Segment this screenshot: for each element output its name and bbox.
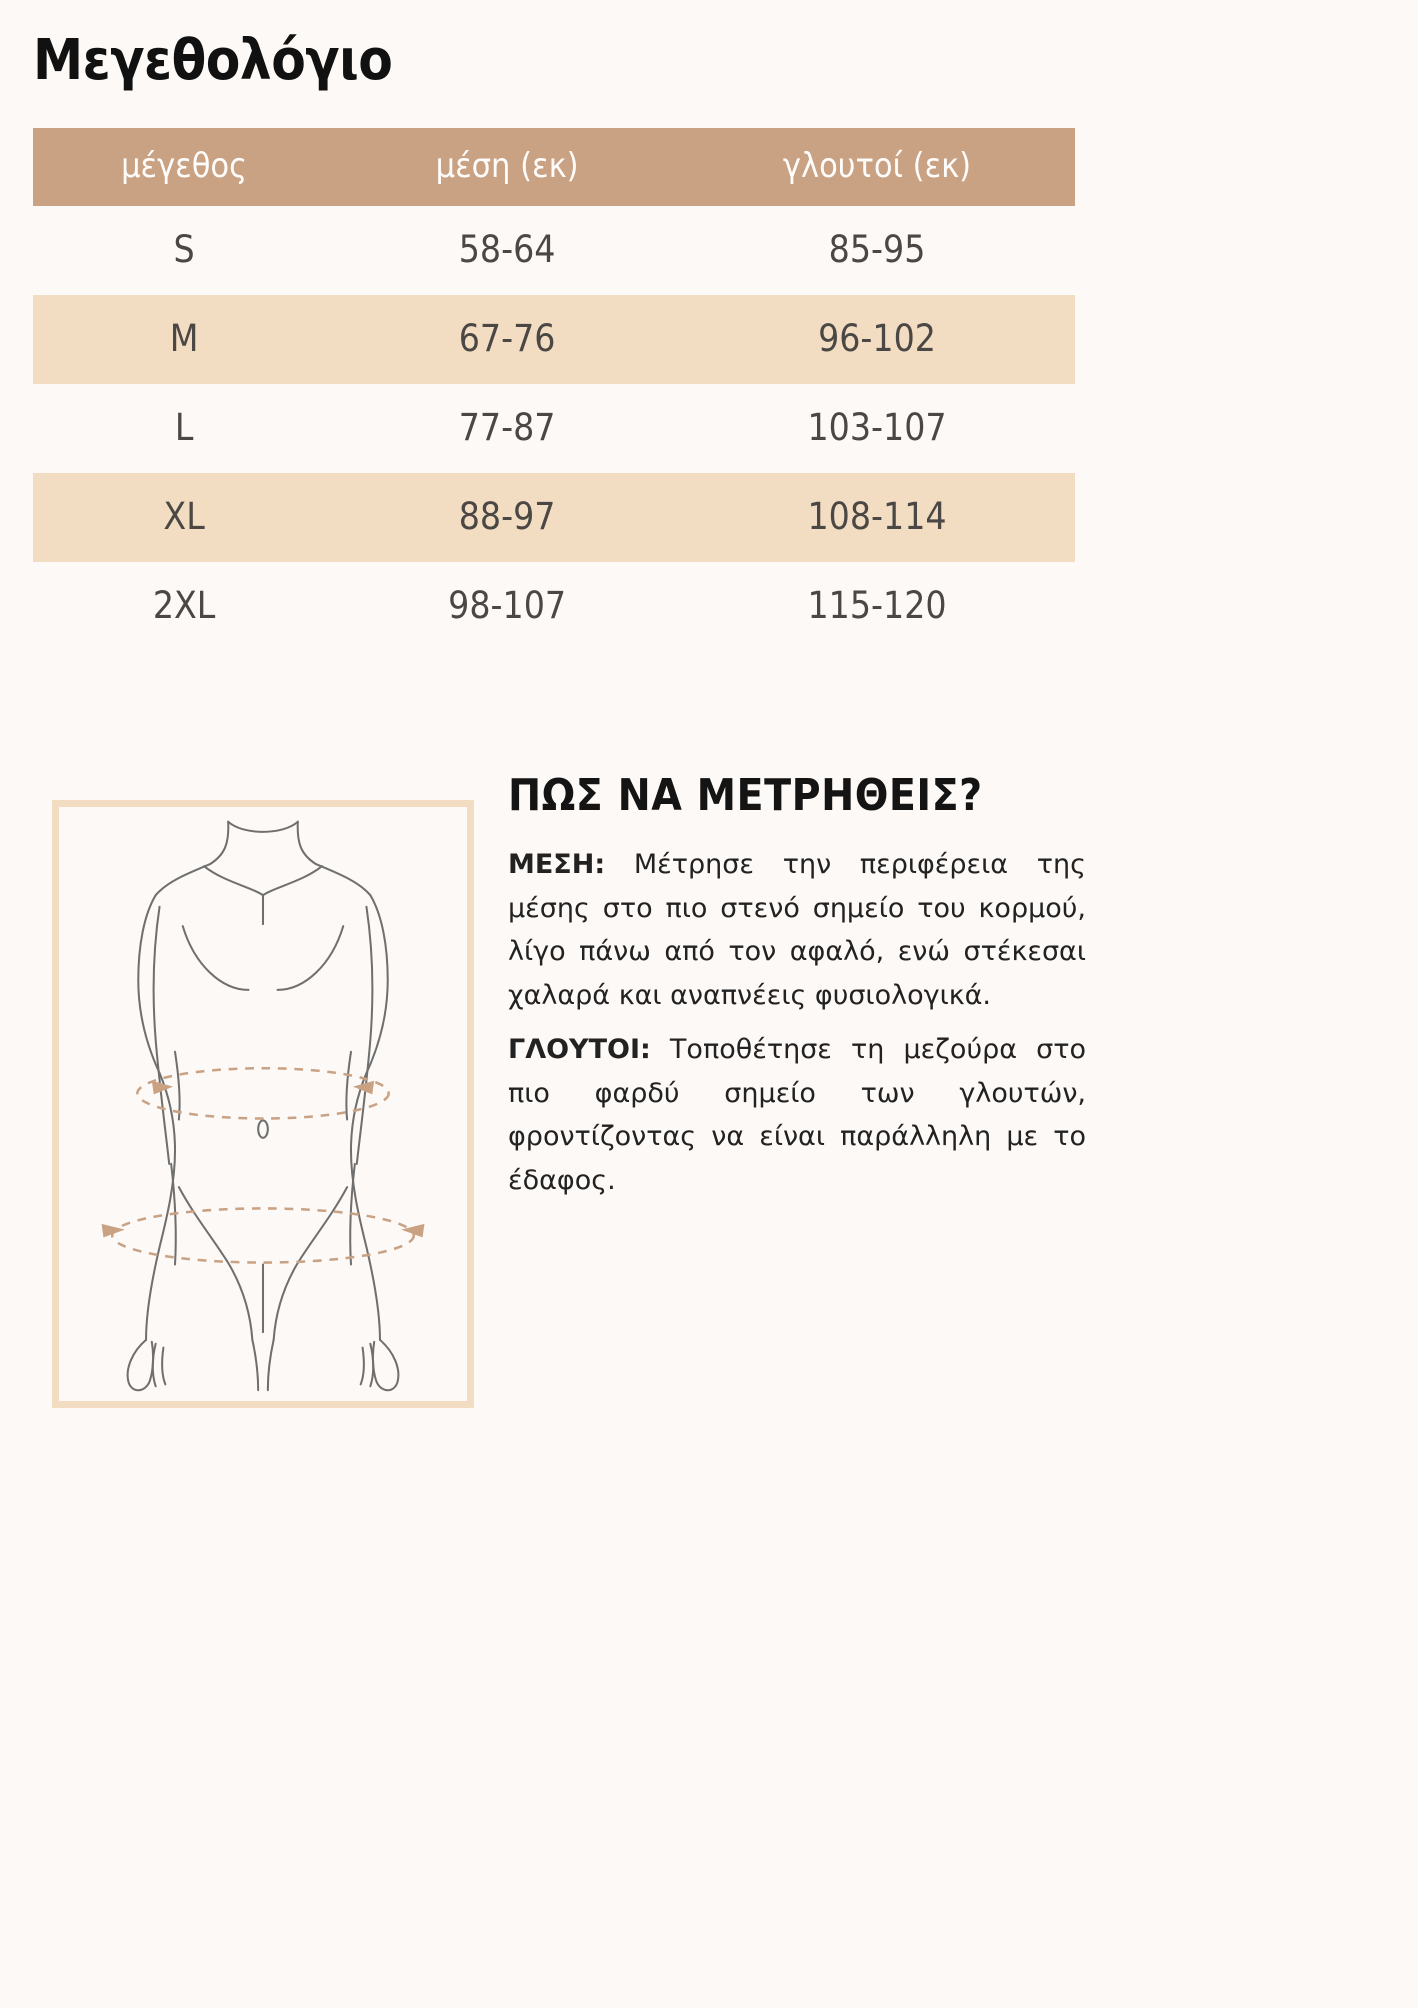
column-header-hips: γλουτοί (εκ) xyxy=(782,146,972,186)
howto-hips-text: Τοποθέτησε τη μεζούρα στο πιο φαρδύ σημε… xyxy=(508,1033,1086,1197)
howto-hips-paragraph: ΓΛΟΥΤΟΙ: Τοποθέτησε τη μεζούρα στο πιο φ… xyxy=(508,1028,1086,1203)
dashed-ellipse-hips xyxy=(101,1207,425,1264)
howto-hips-label: ΓΛΟΥΤΟΙ: xyxy=(508,1033,651,1065)
howto-waist-text: Μέτρησε την περιφέρεια της μέσης στο πιο… xyxy=(508,849,1086,1012)
table-row: L 77-87 103-107 xyxy=(33,384,1075,473)
size-table: μέγεθος μέση (εκ) γλουτοί (εκ) S 58-64 8… xyxy=(33,128,1075,651)
cell-hips: 108-114 xyxy=(807,495,947,538)
body-diagram-frame xyxy=(52,800,474,1408)
cell-hips: 115-120 xyxy=(807,584,947,627)
lower-section: ΠΩΣ ΝΑ ΜΕΤΡΗΘΕΙΣ? ΜΕΣΗ: Μέτρησε την περι… xyxy=(0,760,1418,1460)
column-header-size: μέγεθος xyxy=(121,146,248,186)
howto-heading: ΠΩΣ ΝΑ ΜΕΤΡΗΘΕΙΣ? xyxy=(508,770,983,821)
table-row: 2XL 98-107 115-120 xyxy=(33,562,1075,651)
cell-size: M xyxy=(169,317,199,360)
cell-hips: 96-102 xyxy=(818,317,936,360)
howto-waist-label: ΜΕΣΗ: xyxy=(508,849,606,880)
body-measurement-diagram xyxy=(101,820,425,1392)
cell-waist: 58-64 xyxy=(458,228,556,271)
howto-waist-paragraph: ΜΕΣΗ: Μέτρησε την περιφέρεια της μέσης σ… xyxy=(508,843,1086,1018)
table-row: S 58-64 85-95 xyxy=(33,206,1075,295)
cell-waist: 98-107 xyxy=(448,584,567,627)
howto-panel: ΠΩΣ ΝΑ ΜΕΤΡΗΘΕΙΣ? ΜΕΣΗ: Μέτρησε την περι… xyxy=(508,770,1086,1213)
cell-size: XL xyxy=(163,495,205,538)
cell-hips: 85-95 xyxy=(828,228,926,271)
cell-waist: 77-87 xyxy=(458,406,556,449)
cell-waist: 88-97 xyxy=(458,495,556,538)
table-header-row: μέγεθος μέση (εκ) γλουτοί (εκ) xyxy=(33,128,1075,206)
cell-size: L xyxy=(174,406,194,449)
column-header-waist: μέση (εκ) xyxy=(435,146,579,186)
cell-waist: 67-76 xyxy=(458,317,556,360)
table-row: M 67-76 96-102 xyxy=(33,295,1075,384)
cell-hips: 103-107 xyxy=(807,406,947,449)
dashed-ellipse-waist xyxy=(136,1066,390,1120)
table-row: XL 88-97 108-114 xyxy=(33,473,1075,562)
cell-size: 2XL xyxy=(152,584,216,627)
cell-size: S xyxy=(173,228,195,271)
page-title: Μεγεθολόγιο xyxy=(33,28,393,93)
